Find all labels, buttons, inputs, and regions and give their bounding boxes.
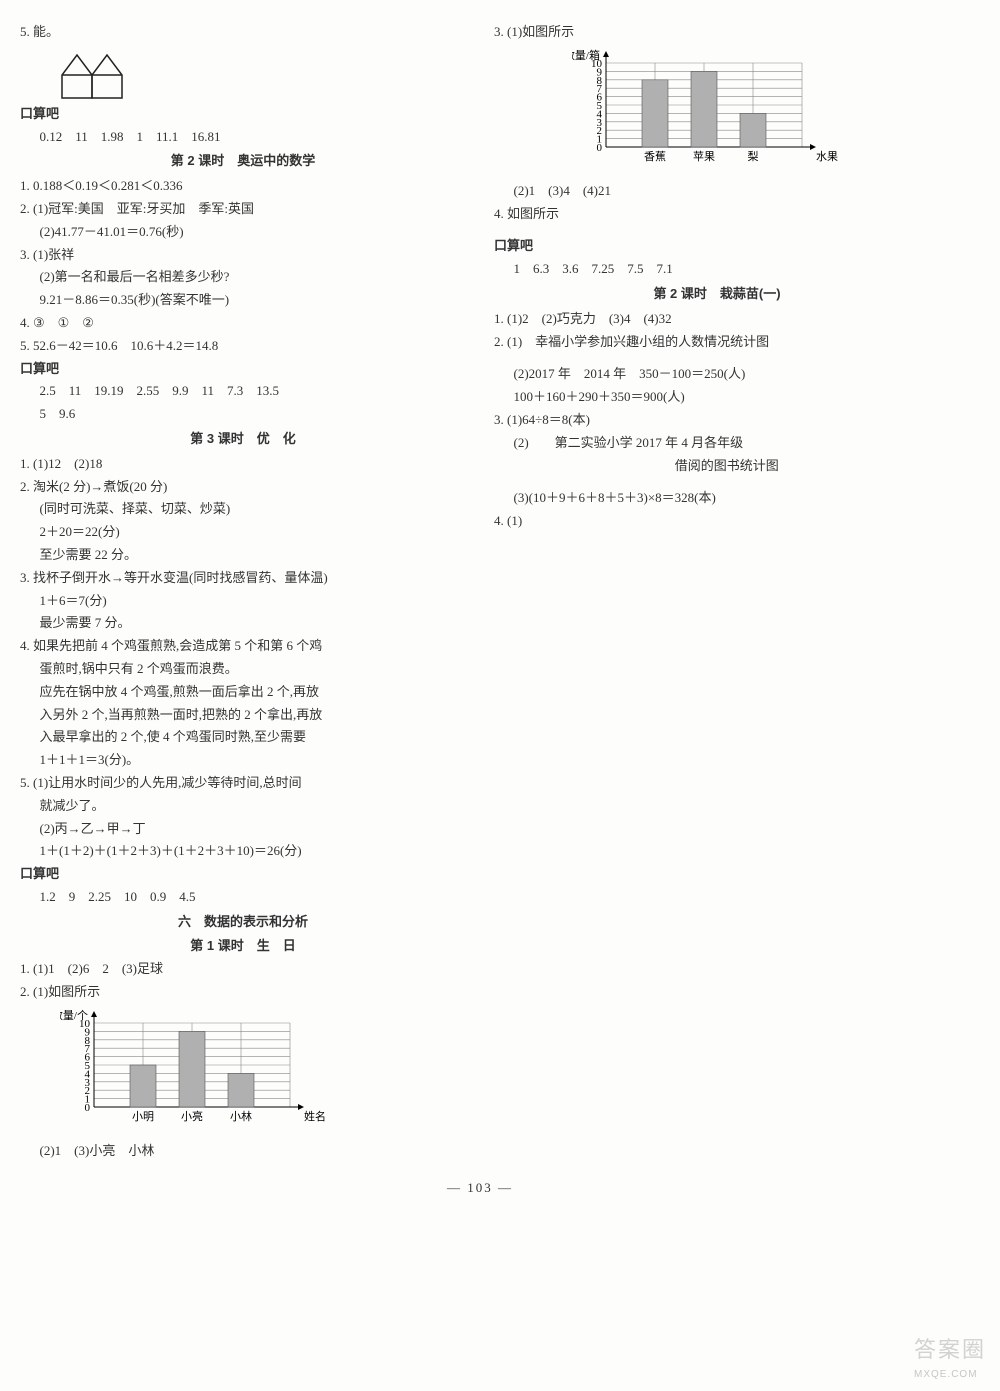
u6-q1: 1. (1)1 (2)6 2 (3)足球 xyxy=(20,959,466,980)
r-q3-2b: 借阅的图书统计图 xyxy=(494,456,940,477)
l3-q5-1: 5. (1)让用水时间少的人先用,减少等待时间,总时间 xyxy=(20,773,466,794)
kousuan-label: 口算吧 xyxy=(20,104,466,125)
l3-q2-1: 2. 淘米(2 分)→煮饭(20 分) xyxy=(20,477,466,498)
l3-q4-3: 应先在锅中放 4 个鸡蛋,煎熟一面后拿出 2 个,再放 xyxy=(20,682,466,703)
svg-text:小明: 小明 xyxy=(132,1110,154,1123)
r-q3-3: (3)(10＋9＋6＋8＋5＋3)×8＝328(本) xyxy=(494,488,940,509)
l3-q4-5: 入最早拿出的 2 个,使 4 个鸡蛋同时熟,至少需要 xyxy=(20,727,466,748)
svg-text:小亮: 小亮 xyxy=(181,1109,203,1123)
r-q4: 4. 如图所示 xyxy=(494,204,940,225)
right-column: 3. (1)如图所示 数量/箱109876543210香蕉苹果梨水果 (2)1 … xyxy=(494,20,940,1164)
kousuan-r1: 1 6.3 3.6 7.25 7.5 7.1 xyxy=(494,259,940,280)
kousuan1: 0.12 11 1.98 1 11.1 16.81 xyxy=(20,127,466,148)
r-q3-2a: (2) 第二实验小学 2017 年 4 月各年级 xyxy=(494,433,940,454)
l3-q2-3: 2＋20＝22(分) xyxy=(20,522,466,543)
lesson1-title: 第 1 课时 生 日 xyxy=(20,936,466,957)
kousuan-label-3: 口算吧 xyxy=(20,864,466,885)
l3-q2-4: 至少需要 22 分。 xyxy=(20,545,466,566)
svg-text:0: 0 xyxy=(85,1102,91,1114)
house-figure xyxy=(60,45,466,100)
r-q2-3: 100＋160＋290＋350＝900(人) xyxy=(494,387,940,408)
l2-q3-1: 3. (1)张祥 xyxy=(20,245,466,266)
l2-q5: 5. 52.6－42＝10.6 10.6＋4.2＝14.8 xyxy=(20,336,466,357)
svg-text:香蕉: 香蕉 xyxy=(644,150,666,163)
chart2: 数量/箱109876543210香蕉苹果梨水果 xyxy=(572,47,862,173)
watermark: 答案圈 MXQE.COM xyxy=(914,1332,986,1383)
r-q3-2: (2)1 (3)4 (4)21 xyxy=(494,181,940,202)
l2-q1: 1. 0.188＜0.19＜0.281＜0.336 xyxy=(20,176,466,197)
svg-text:小林: 小林 xyxy=(230,1109,252,1123)
chart1-wrap: 数量/个109876543210小明小亮小林姓名 xyxy=(60,1007,466,1133)
kousuan2a: 2.5 11 19.19 2.55 9.9 11 7.3 13.5 xyxy=(20,381,466,402)
page-number: — 103 — xyxy=(20,1178,940,1199)
r-q4-1: 4. (1) xyxy=(494,511,522,532)
l3-q5-4: 1＋(1＋2)＋(1＋2＋3)＋(1＋2＋3＋10)＝26(分) xyxy=(20,841,466,862)
q5-text: 5. 能。 xyxy=(20,22,466,43)
r-q3-1: 3. (1)如图所示 xyxy=(494,22,940,43)
l2-q3-3: 9.21－8.86＝0.35(秒)(答案不唯一) xyxy=(20,290,466,311)
chart2-wrap: 数量/箱109876543210香蕉苹果梨水果 xyxy=(494,47,940,173)
svg-text:水果: 水果 xyxy=(816,150,838,163)
u6-q2-1: 2. (1)如图所示 xyxy=(20,982,466,1003)
l3-q2-2: (同时可洗菜、择菜、切菜、炒菜) xyxy=(20,499,466,520)
l3-q5-3: (2)丙→乙→甲→丁 xyxy=(20,819,466,840)
kousuan2b: 5 9.6 xyxy=(20,404,466,425)
l3-q4-1: 4. 如果先把前 4 个鸡蛋煎熟,会造成第 5 个和第 6 个鸡 xyxy=(20,636,466,657)
svg-text:梨: 梨 xyxy=(748,149,759,163)
watermark-text: 答案圈 xyxy=(914,1337,986,1362)
l3-q3-2: 1＋6＝7(分) xyxy=(20,591,466,612)
l2-q3-2: (2)第一名和最后一名相差多少秒? xyxy=(20,267,466,288)
r-lesson2-title: 第 2 课时 栽蒜苗(一) xyxy=(494,284,940,305)
lesson3-title: 第 3 课时 优 化 xyxy=(20,429,466,450)
l2-q2-1: 2. (1)冠军:美国 亚军:牙买加 季军:英国 xyxy=(20,199,466,220)
lesson2-title: 第 2 课时 奥运中的数学 xyxy=(20,151,466,172)
unit6-title: 六 数据的表示和分析 xyxy=(20,912,466,933)
svg-text:0: 0 xyxy=(597,142,603,154)
kousuan-label-r: 口算吧 xyxy=(494,236,940,257)
svg-text:姓名: 姓名 xyxy=(304,1109,326,1123)
l3-q4-2: 蛋煎时,锅中只有 2 个鸡蛋而浪费。 xyxy=(20,659,466,680)
u6-q2-2: (2)1 (3)小亮 小林 xyxy=(20,1141,466,1162)
l2-q4: 4. ③ ① ② xyxy=(20,313,466,334)
kousuan-label-2: 口算吧 xyxy=(20,359,466,380)
l3-q3-1: 3. 找杯子倒开水→等开水变温(同时找感冒药、量体温) xyxy=(20,568,466,589)
l3-q4-6: 1＋1＋1＝3(分)。 xyxy=(20,750,466,771)
r-q1: 1. (1)2 (2)巧克力 (3)4 (4)32 xyxy=(494,309,940,330)
watermark-url: MXQE.COM xyxy=(914,1367,986,1383)
left-column: 5. 能。 口算吧 0.12 11 1.98 1 11.1 16.81 第 2 … xyxy=(20,20,466,1164)
l2-q2-2: (2)41.77－41.01＝0.76(秒) xyxy=(20,222,466,243)
l3-q4-4: 入另外 2 个,当再煎熟一面时,把熟的 2 个拿出,再放 xyxy=(20,705,466,726)
r-q2-2: (2)2017 年 2014 年 350－100＝250(人) xyxy=(494,364,940,385)
svg-text:苹果: 苹果 xyxy=(693,149,715,163)
kousuan3: 1.2 9 2.25 10 0.9 4.5 xyxy=(20,887,466,908)
l3-q5-2: 就减少了。 xyxy=(20,796,466,817)
chart1: 数量/个109876543210小明小亮小林姓名 xyxy=(60,1007,350,1133)
l3-q3-3: 最少需要 7 分。 xyxy=(20,613,466,634)
r-q2-1: 2. (1) 幸福小学参加兴趣小组的人数情况统计图 xyxy=(494,332,940,353)
r-q3-1b: 3. (1)64÷8＝8(本) xyxy=(494,410,940,431)
l3-q1: 1. (1)12 (2)18 xyxy=(20,454,466,475)
